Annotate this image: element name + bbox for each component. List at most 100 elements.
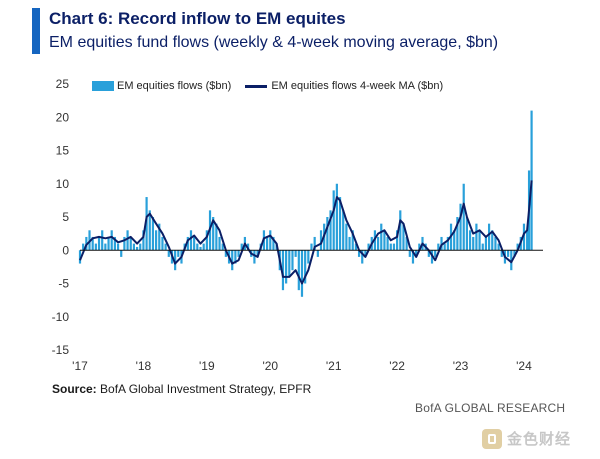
bar	[396, 230, 399, 251]
y-tick-label: 15	[56, 144, 70, 158]
bar	[155, 230, 158, 251]
bar	[427, 250, 430, 257]
chart-title: Chart 6: Record inflow to EM equites	[49, 9, 346, 28]
watermark: 金色财经	[482, 428, 571, 449]
bar	[437, 243, 440, 251]
bar	[148, 210, 151, 251]
bar	[224, 250, 227, 257]
bar	[151, 217, 155, 251]
bar	[411, 250, 415, 264]
bar	[123, 236, 126, 251]
bar	[94, 243, 97, 251]
bar	[193, 236, 196, 251]
bar	[507, 250, 510, 257]
bar	[367, 243, 370, 251]
bar	[456, 217, 459, 251]
bar	[389, 243, 392, 251]
bar	[468, 230, 472, 251]
bar	[132, 243, 136, 251]
bar	[459, 203, 462, 251]
bar	[364, 250, 367, 257]
bar	[281, 250, 285, 291]
bar	[446, 236, 449, 251]
source-note: Source: BofA Global Investment Strategy,…	[52, 382, 311, 396]
bar	[202, 243, 205, 251]
bar	[135, 246, 139, 251]
bar	[101, 230, 104, 251]
legend-bar-swatch	[92, 81, 114, 91]
bar	[120, 250, 123, 257]
bar	[237, 250, 240, 257]
x-tick-label: '17	[72, 359, 88, 373]
bar	[104, 243, 107, 251]
bar	[256, 250, 259, 257]
x-tick-label: '18	[136, 359, 152, 373]
bar	[500, 250, 503, 257]
bar	[107, 236, 110, 251]
bar	[345, 223, 348, 251]
bar	[253, 250, 256, 264]
y-tick-label: 5	[62, 210, 69, 224]
bar	[494, 236, 497, 251]
bar	[443, 243, 446, 251]
bar	[351, 230, 354, 251]
bar	[161, 236, 164, 251]
bar	[212, 217, 215, 251]
bar	[221, 243, 224, 251]
bar	[516, 243, 519, 251]
bar	[313, 236, 316, 251]
legend-line-swatch	[245, 84, 268, 88]
bar	[300, 250, 304, 297]
x-tick-label: '21	[326, 359, 342, 373]
y-tick-label: 10	[56, 177, 70, 191]
bar	[234, 250, 237, 264]
bar	[142, 230, 145, 251]
bar	[418, 243, 421, 251]
bar	[487, 223, 491, 251]
bar	[167, 250, 170, 257]
chart-subtitle: EM equities fund flows (weekly & 4-week …	[49, 34, 499, 51]
bar	[310, 243, 313, 251]
source-text: BofA Global Investment Strategy, EPFR	[100, 382, 312, 396]
bar	[304, 250, 307, 284]
x-tick-label: '19	[199, 359, 215, 373]
bar	[116, 243, 120, 251]
title-accent-bar	[32, 8, 40, 54]
bar	[272, 236, 275, 251]
bar	[484, 236, 488, 251]
legend: EM equities flows ($bn) EM equities flow…	[92, 80, 443, 92]
bar	[405, 236, 408, 251]
bar	[97, 236, 101, 251]
bar	[497, 243, 500, 251]
bar	[215, 223, 218, 251]
bar	[316, 250, 319, 257]
bar	[522, 223, 526, 251]
bar	[78, 250, 82, 264]
bar	[189, 230, 193, 251]
watermark-text: 金色财经	[507, 431, 572, 448]
x-tick-label: '20	[262, 359, 278, 373]
bar	[291, 250, 294, 271]
bar	[266, 236, 269, 251]
bar	[392, 243, 396, 251]
bar	[110, 230, 113, 251]
bar	[158, 223, 161, 251]
y-tick-label: 25	[56, 77, 70, 91]
bar	[196, 243, 199, 251]
bar	[338, 197, 342, 251]
watermark-logo-icon	[482, 428, 502, 449]
bar	[354, 243, 357, 251]
bar	[231, 250, 234, 271]
bar	[126, 230, 129, 251]
bar	[453, 230, 456, 251]
bar	[218, 236, 221, 251]
bar	[177, 250, 180, 257]
bar	[145, 197, 148, 251]
bar	[139, 243, 142, 251]
y-tick-label: -15	[52, 343, 70, 357]
bar	[113, 236, 116, 251]
bar	[380, 223, 383, 251]
bar	[285, 250, 288, 284]
bar	[240, 243, 243, 251]
bar	[434, 250, 437, 257]
